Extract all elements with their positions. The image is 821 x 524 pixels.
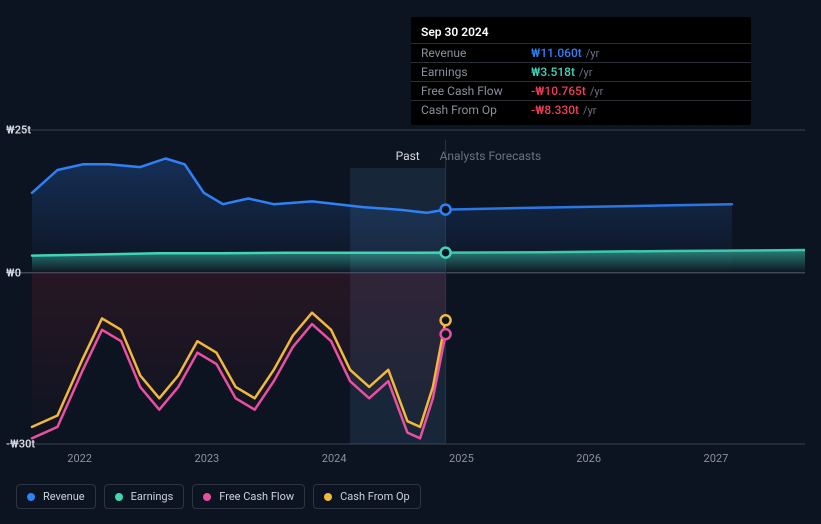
tooltip-label: Free Cash Flow: [421, 84, 531, 98]
tooltip-unit: /yr: [583, 104, 596, 117]
x-axis-label: 2023: [195, 452, 220, 465]
tooltip-row: Cash From Op-₩8.330t/yr: [411, 100, 751, 119]
tooltip-unit: /yr: [590, 85, 603, 98]
tooltip-row: Revenue₩11.060t/yr: [411, 43, 751, 62]
tooltip-unit: /yr: [586, 47, 599, 60]
y-axis-label: -₩30t: [6, 438, 35, 451]
tooltip-unit: /yr: [579, 66, 592, 79]
tooltip-label: Earnings: [421, 65, 531, 79]
legend-label: Revenue: [43, 490, 85, 503]
tooltip-value: ₩11.060t: [531, 46, 582, 60]
section-label-future: Analysts Forecasts: [440, 149, 542, 163]
tooltip-row: Earnings₩3.518t/yr: [411, 62, 751, 81]
legend-label: Earnings: [131, 490, 174, 503]
chart-legend: Revenue Earnings Free Cash Flow Cash From O…: [16, 484, 421, 509]
legend-label: Free Cash Flow: [219, 490, 294, 503]
x-axis-label: 2025: [449, 452, 474, 465]
legend-item-earnings[interactable]: Earnings: [104, 484, 185, 509]
tooltip-date: Sep 30 2024: [411, 23, 751, 43]
y-axis-label: ₩25t: [6, 124, 31, 137]
x-axis-labels: 2022 2023 2024 2025 2026 2027: [0, 452, 821, 466]
tooltip-value: -₩10.765t: [531, 84, 586, 98]
x-axis-label: 2026: [576, 452, 601, 465]
tooltip-value: -₩8.330t: [531, 103, 579, 117]
tooltip-label: Cash From Op: [421, 103, 531, 117]
x-axis-label: 2027: [704, 452, 729, 465]
tooltip-value: ₩3.518t: [531, 65, 575, 79]
legend-dot-icon: [115, 493, 123, 501]
section-label-past: Past: [396, 149, 420, 163]
y-axis-label: ₩0: [6, 266, 21, 279]
x-axis-label: 2024: [322, 452, 347, 465]
tooltip-row: Free Cash Flow-₩10.765t/yr: [411, 81, 751, 100]
legend-dot-icon: [27, 493, 35, 501]
legend-dot-icon: [324, 493, 332, 501]
chart-tooltip: Sep 30 2024 Revenue₩11.060t/yrEarnings₩3…: [411, 17, 751, 125]
x-axis-label: 2022: [67, 452, 92, 465]
tooltip-label: Revenue: [421, 46, 531, 60]
legend-label: Cash From Op: [340, 490, 410, 503]
legend-item-cash_from_op[interactable]: Cash From Op: [313, 484, 421, 509]
legend-dot-icon: [203, 493, 211, 501]
legend-item-free_cash_flow[interactable]: Free Cash Flow: [192, 484, 305, 509]
legend-item-revenue[interactable]: Revenue: [16, 484, 96, 509]
